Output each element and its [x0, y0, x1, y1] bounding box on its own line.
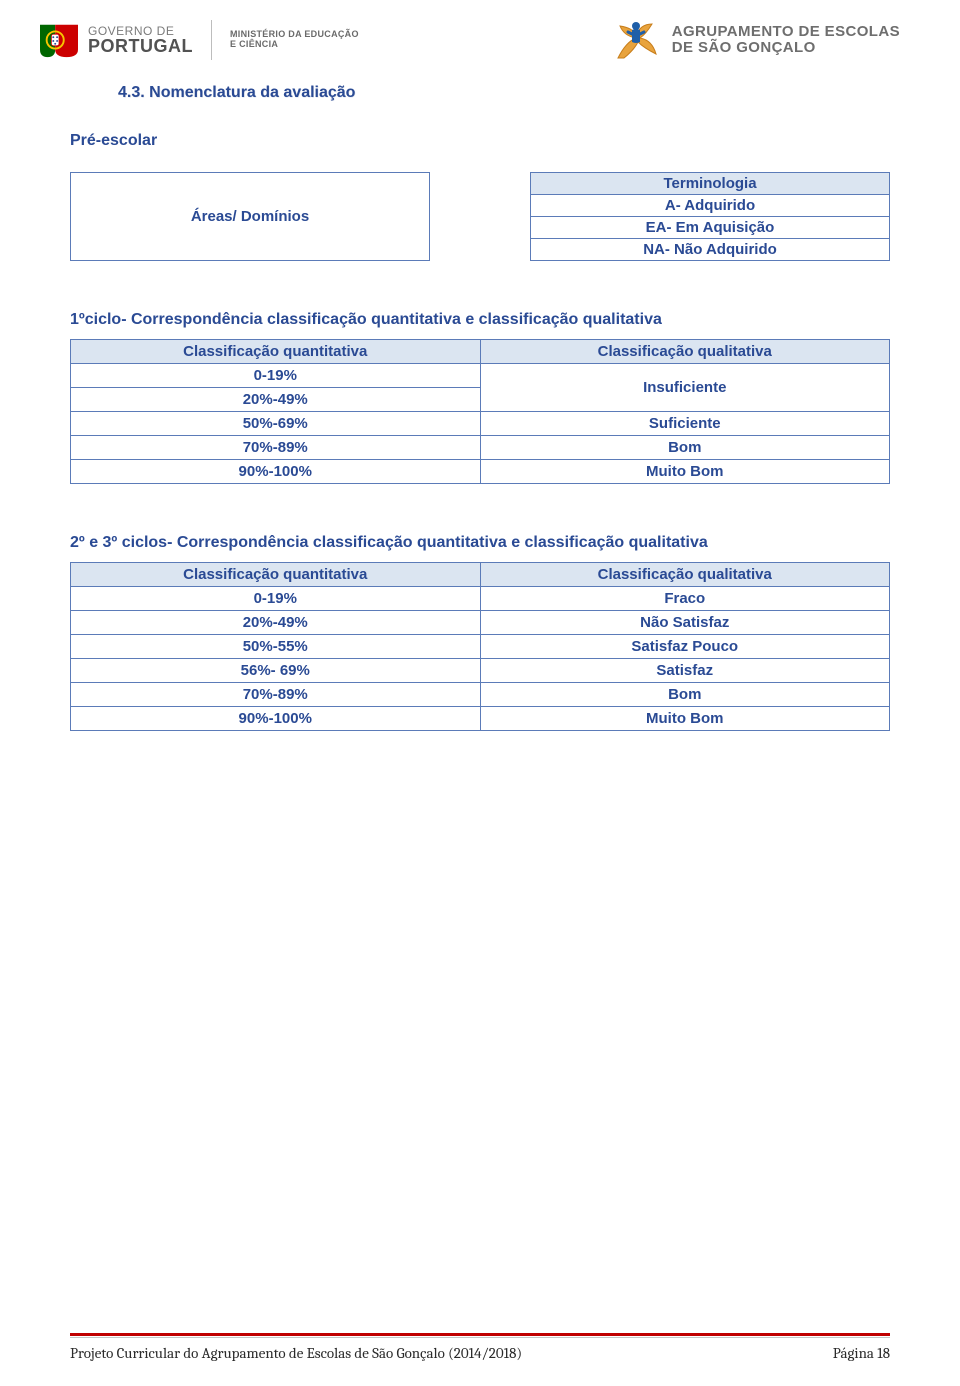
- ciclo1-title: 1ºciclo- Correspondência classificação q…: [70, 311, 890, 329]
- term-row-1: EA- Em Aquisição: [531, 217, 890, 239]
- ciclo23-q4: 70%-89%: [71, 683, 481, 707]
- section-title: 4.3. Nomenclatura da avaliação: [118, 84, 890, 102]
- header-right: AGRUPAMENTO DE ESCOLAS DE SÃO GONÇALO: [610, 14, 900, 66]
- ciclo1-table: Classificação quantitativa Classificação…: [70, 339, 890, 484]
- ciclo1-v4: Muito Bom: [480, 460, 890, 484]
- ciclo23-v1: Não Satisfaz: [480, 611, 890, 635]
- ciclo23-v3: Satisfaz: [480, 659, 890, 683]
- ciclo23-q2: 50%-55%: [71, 635, 481, 659]
- ciclo23-h2: Classificação qualitativa: [480, 563, 890, 587]
- portugal-coat-of-arms-icon: [40, 21, 78, 59]
- page-footer: Projeto Curricular do Agrupamento de Esc…: [70, 1333, 890, 1362]
- agr-line2: DE SÃO GONÇALO: [672, 40, 900, 57]
- agr-line1: AGRUPAMENTO DE ESCOLAS: [672, 24, 900, 41]
- min-line2: E CIÊNCIA: [230, 40, 359, 50]
- ciclo1-h1: Classificação quantitativa: [71, 340, 481, 364]
- agrupamento-text: AGRUPAMENTO DE ESCOLAS DE SÃO GONÇALO: [672, 24, 900, 57]
- gov-text: GOVERNO DE PORTUGAL: [88, 25, 193, 55]
- ciclo1-v3: Bom: [480, 436, 890, 460]
- areas-dominios-table: Áreas/ Domínios: [70, 172, 430, 261]
- term-row-0: A- Adquirido: [531, 195, 890, 217]
- footer-rule-grey: [70, 1337, 890, 1338]
- ministry-text: MINISTÉRIO DA EDUCAÇÃO E CIÊNCIA: [230, 30, 359, 50]
- ciclo1-v2: Suficiente: [480, 412, 890, 436]
- gov-line2: PORTUGAL: [88, 37, 193, 55]
- main-content: 4.3. Nomenclatura da avaliação Pré-escol…: [0, 66, 960, 731]
- ciclo1-q2: 50%-69%: [71, 412, 481, 436]
- terminologia-header: Terminologia: [531, 173, 890, 195]
- ciclo1-q4: 90%-100%: [71, 460, 481, 484]
- pre-escolar-tables: Áreas/ Domínios Terminologia A- Adquirid…: [70, 172, 890, 261]
- ciclo23-title: 2º e 3º ciclos- Correspondência classifi…: [70, 534, 890, 552]
- footer-right: Página 18: [833, 1344, 890, 1362]
- ciclo1-h2: Classificação qualitativa: [480, 340, 890, 364]
- areas-cell: Áreas/ Domínios: [71, 173, 430, 261]
- ciclo23-v0: Fraco: [480, 587, 890, 611]
- header-divider: [211, 20, 212, 60]
- ciclo23-q3: 56%- 69%: [71, 659, 481, 683]
- pre-escolar-heading: Pré-escolar: [70, 132, 890, 150]
- footer-left: Projeto Curricular do Agrupamento de Esc…: [70, 1344, 522, 1362]
- footer-row: Projeto Curricular do Agrupamento de Esc…: [70, 1344, 890, 1362]
- sg-logo-icon: [610, 14, 662, 66]
- ciclo23-v5: Muito Bom: [480, 707, 890, 731]
- ciclo23-q5: 90%-100%: [71, 707, 481, 731]
- header-left: GOVERNO DE PORTUGAL MINISTÉRIO DA EDUCAÇ…: [40, 20, 359, 60]
- ciclo1-q0: 0-19%: [71, 364, 481, 388]
- ciclo1-q1: 20%-49%: [71, 388, 481, 412]
- page-header: GOVERNO DE PORTUGAL MINISTÉRIO DA EDUCAÇ…: [0, 0, 960, 66]
- term-row-2: NA- Não Adquirido: [531, 239, 890, 261]
- ciclo23-q1: 20%-49%: [71, 611, 481, 635]
- ciclo23-h1: Classificação quantitativa: [71, 563, 481, 587]
- terminologia-table: Terminologia A- Adquirido EA- Em Aquisiç…: [530, 172, 890, 261]
- ciclo23-v4: Bom: [480, 683, 890, 707]
- ciclo23-v2: Satisfaz Pouco: [480, 635, 890, 659]
- ciclo23-q0: 0-19%: [71, 587, 481, 611]
- ciclo1-q3: 70%-89%: [71, 436, 481, 460]
- footer-rule-red: [70, 1333, 890, 1336]
- ciclo23-table: Classificação quantitativa Classificação…: [70, 562, 890, 731]
- ciclo1-v1: Insuficiente: [480, 364, 890, 412]
